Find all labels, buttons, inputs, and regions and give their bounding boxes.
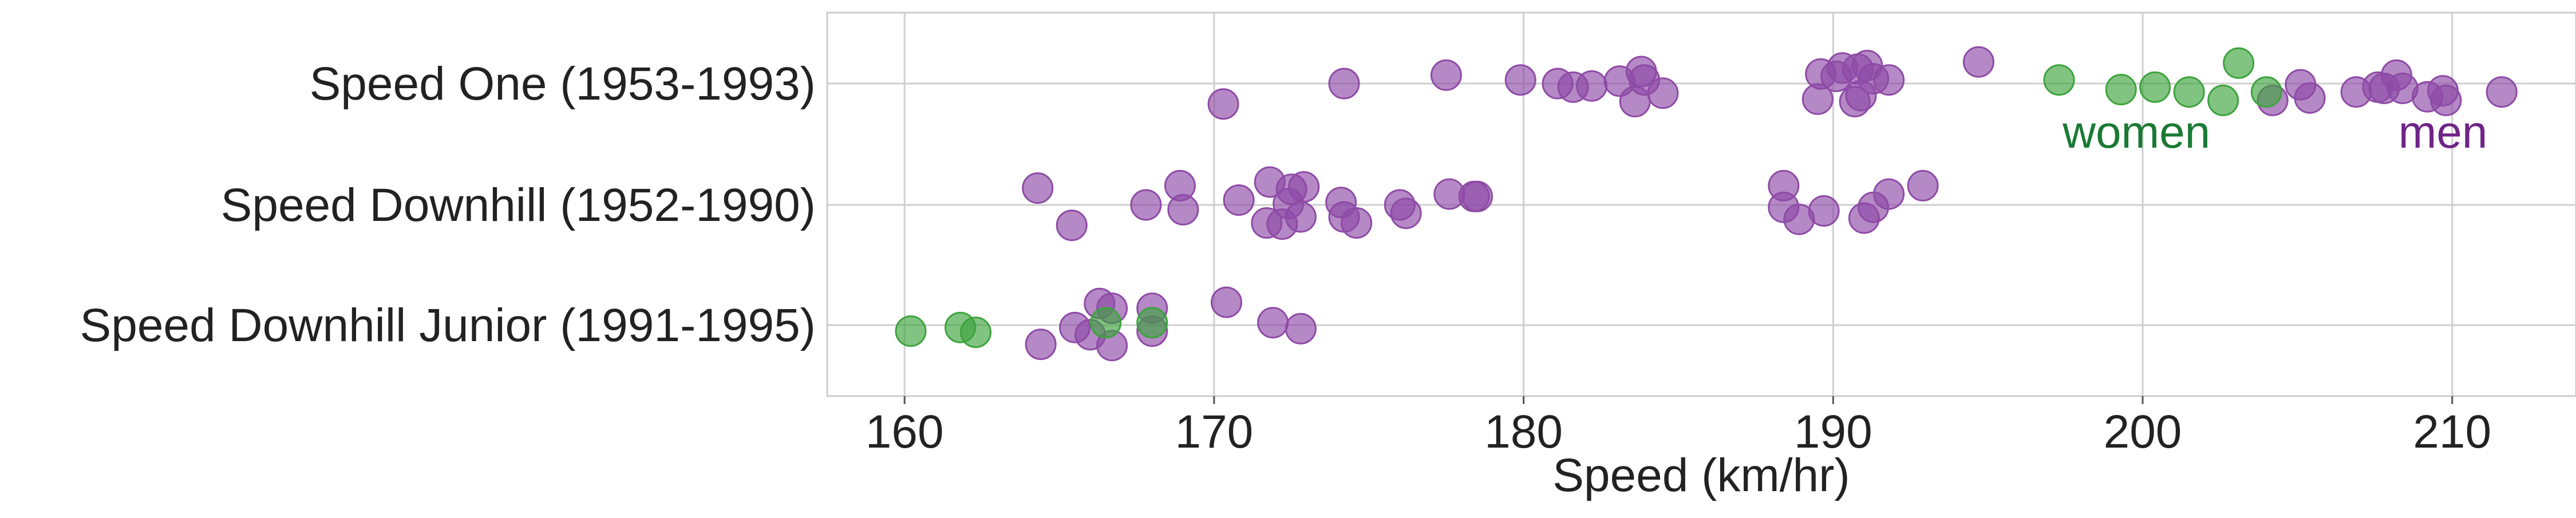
data-point-men [1288, 171, 1320, 203]
data-point-men [1907, 169, 1939, 201]
data-point-men [2486, 76, 2518, 108]
data-points [895, 46, 2518, 362]
data-point-men [1430, 59, 1462, 91]
data-point-men [1576, 70, 1607, 102]
data-point-women [2207, 84, 2239, 116]
annotation-men: men [2399, 106, 2488, 157]
x-tick-label: 170 [1175, 406, 1253, 458]
data-point-men [1328, 68, 1360, 100]
y-axis-ticks: Speed One (1953-1993) Speed Downhill (195… [80, 58, 816, 351]
x-tick-label: 190 [1794, 406, 1872, 458]
x-tick-label: 160 [866, 406, 944, 458]
data-point-men [1461, 180, 1493, 212]
data-point-men [1647, 77, 1679, 109]
y-tick-label: Speed Downhill Junior (1991-1995) [80, 299, 816, 351]
data-point-men [1285, 201, 1317, 233]
data-point-men [1257, 307, 1289, 339]
data-point-men [1022, 172, 1054, 204]
annotations: women men [2062, 106, 2487, 157]
data-point-men [1504, 64, 1536, 96]
data-point-women [2223, 47, 2255, 79]
x-axis-ticks: 160 170 180 190 200 210 [866, 396, 2491, 458]
data-point-women [2139, 71, 2171, 103]
x-axis-label: Speed (km/hr) [1552, 449, 1850, 501]
data-point-men [1211, 286, 1242, 318]
data-point-men [2294, 82, 2326, 114]
data-point-men [1341, 207, 1373, 239]
data-point-women [960, 317, 991, 349]
data-point-men [1285, 313, 1317, 345]
data-point-women [2250, 76, 2282, 108]
data-point-men [1167, 193, 1199, 226]
x-tick-label: 180 [1484, 406, 1563, 458]
data-point-men [1223, 184, 1255, 216]
data-point-men [1808, 195, 1840, 227]
annotation-women: women [2062, 106, 2210, 157]
data-point-women [1136, 307, 1168, 339]
data-point-women [2043, 64, 2075, 96]
data-point-men [1873, 178, 1905, 210]
data-point-men [1390, 197, 1422, 230]
data-point-women [2105, 74, 2137, 105]
x-tick-label: 200 [2104, 406, 2182, 458]
x-tick-label: 210 [2413, 406, 2491, 458]
data-point-men [1873, 64, 1905, 96]
data-point-women [2173, 76, 2205, 108]
data-point-men [2430, 84, 2462, 116]
data-point-men [1025, 329, 1057, 361]
data-point-men [1130, 189, 1162, 221]
data-point-women [1090, 307, 1122, 339]
data-point-men [1056, 209, 1088, 242]
data-point-men [1207, 88, 1239, 120]
data-point-men [1962, 46, 1994, 78]
y-tick-label: Speed Downhill (1952-1990) [221, 179, 816, 231]
data-point-women [895, 315, 927, 347]
y-tick-label: Speed One (1953-1993) [310, 58, 816, 110]
